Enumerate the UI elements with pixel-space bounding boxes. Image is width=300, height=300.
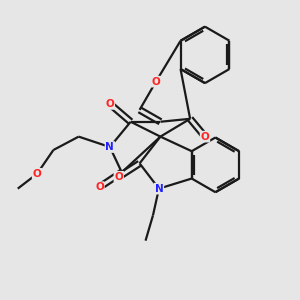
Text: O: O xyxy=(114,172,123,182)
Text: N: N xyxy=(154,184,163,194)
Text: O: O xyxy=(106,99,114,109)
Text: N: N xyxy=(106,142,114,152)
Text: O: O xyxy=(201,132,209,142)
Text: O: O xyxy=(152,76,160,87)
Text: O: O xyxy=(95,182,104,192)
Text: O: O xyxy=(33,169,41,179)
